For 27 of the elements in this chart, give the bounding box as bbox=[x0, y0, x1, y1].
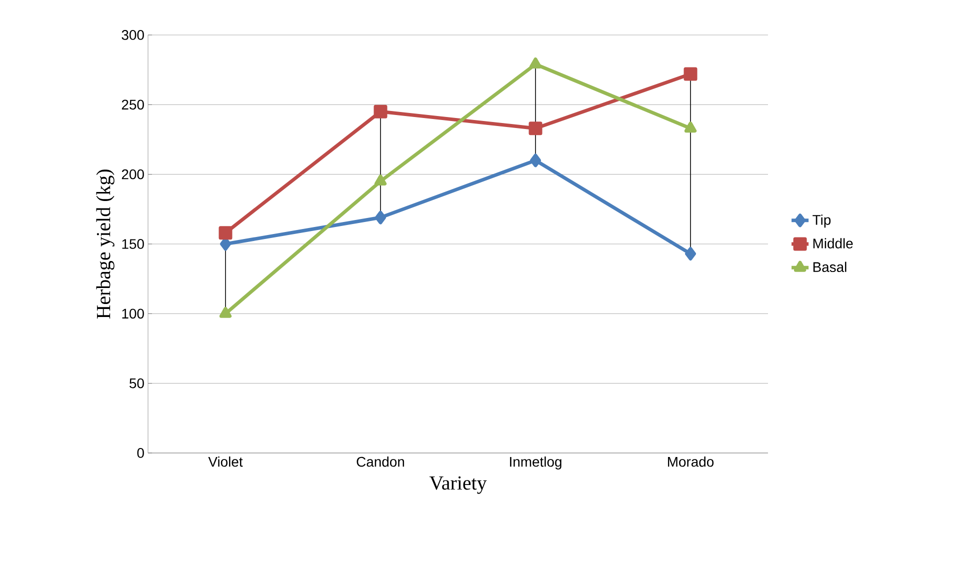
x-tick-label: Violet bbox=[208, 456, 243, 467]
point bbox=[218, 226, 232, 240]
y-tick-label: 0 bbox=[137, 448, 144, 458]
y-tick-label: 250 bbox=[122, 100, 144, 110]
y-tick-label: 200 bbox=[122, 169, 144, 180]
legend-label: Basal bbox=[813, 262, 846, 272]
point bbox=[374, 104, 388, 118]
point bbox=[684, 67, 698, 81]
point bbox=[219, 306, 232, 318]
point bbox=[684, 122, 697, 133]
y-tick-label: 100 bbox=[122, 308, 144, 319]
legend-label: Middle bbox=[813, 238, 853, 248]
y-tick-label: 300 bbox=[122, 30, 144, 40]
point bbox=[685, 246, 696, 260]
point bbox=[374, 174, 387, 186]
x-tick-label: Inmetlog bbox=[510, 456, 562, 470]
x-tick-label: Morado bbox=[668, 456, 714, 467]
legend-label: Tip bbox=[812, 214, 831, 228]
point bbox=[530, 154, 542, 168]
x-axis-title: Variety bbox=[429, 476, 487, 494]
y-tick-label: 150 bbox=[122, 239, 144, 249]
x-tick-label: Candon bbox=[356, 456, 404, 467]
point bbox=[375, 210, 386, 224]
y-axis-title: Herbage yield (kg) bbox=[96, 170, 114, 319]
point bbox=[528, 122, 542, 136]
y-tick-label: 50 bbox=[130, 378, 144, 388]
point bbox=[529, 58, 542, 68]
